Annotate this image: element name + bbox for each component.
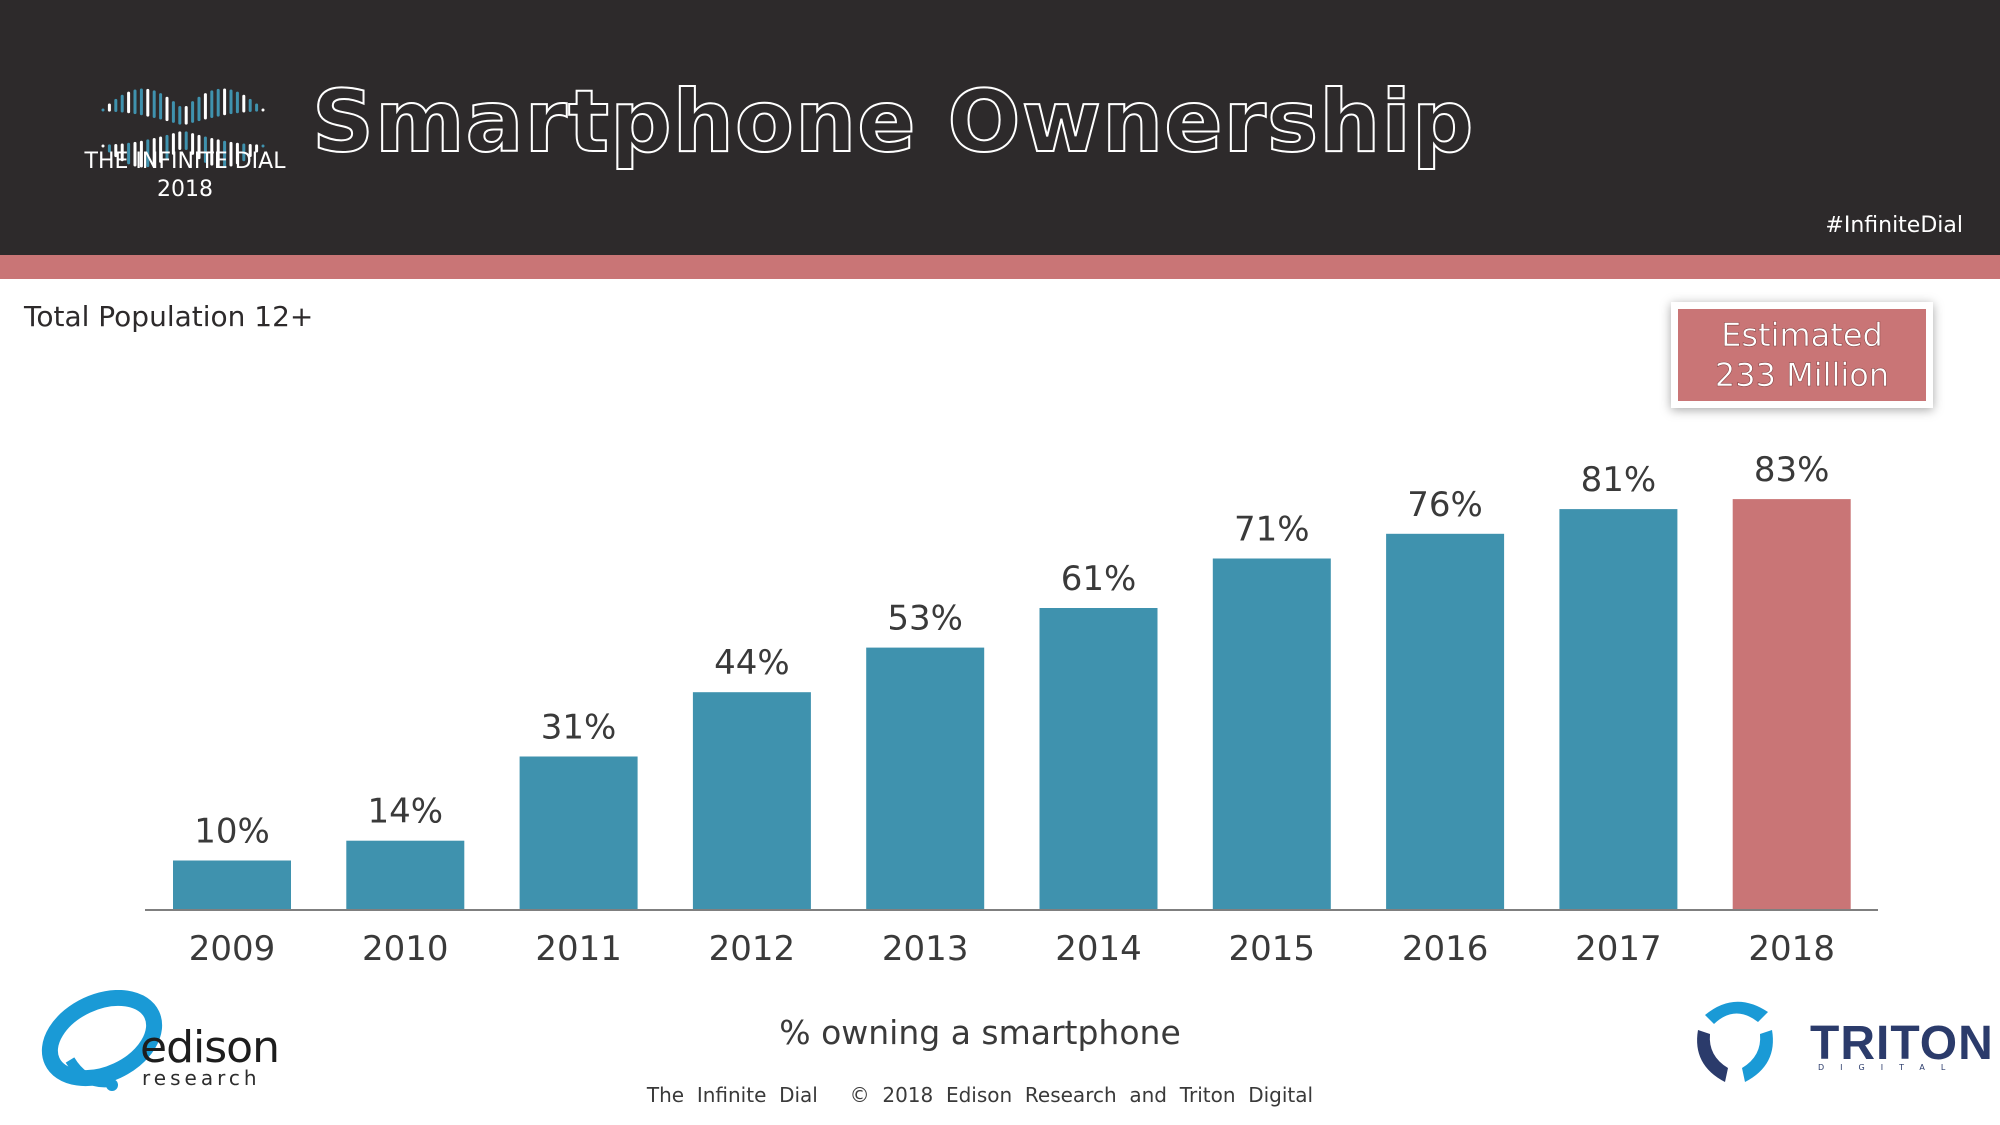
bar-2017 [1559,509,1678,910]
x-tick-label-2012: 2012 [709,929,796,969]
x-tick-label-2015: 2015 [1229,929,1316,969]
bar-value-label-2014: 61% [1061,559,1137,599]
page-title: Smartphone Ownership [311,71,1475,173]
bar-value-label-2012: 44% [714,643,790,683]
bar-value-label-2011: 31% [541,708,617,748]
edison-logo-sub: research [142,1066,261,1090]
bar-2010 [346,840,465,910]
bar-2011 [519,756,638,910]
logo-caption-title: THE INFINITE DIAL [84,149,286,174]
estimate-callout-line2: 233 Million [1714,356,1890,395]
edison-logo-word: edison [140,1022,280,1073]
triton-logo-icon [1697,1001,1773,1082]
estimate-callout: Estimated 233 Million [1671,302,1933,408]
bar-value-label-2016: 76% [1407,485,1483,525]
x-tick-label-2014: 2014 [1055,929,1142,969]
bar-value-label-2018: 83% [1754,450,1830,490]
edison-logo-icon [41,990,163,1091]
logo-caption: THE INFINITE DIAL 2018 [70,148,300,204]
triton-logo-sub: DIGITAL [1818,1063,1962,1072]
bar-2018 [1732,499,1851,910]
bar-value-label-2009: 10% [194,812,270,852]
x-axis-title: % owning a smartphone [779,1013,1181,1052]
x-tick-label-2016: 2016 [1402,929,1489,969]
x-tick-label-2018: 2018 [1748,929,1835,969]
estimate-callout-line1: Estimated [1721,316,1883,355]
bar-value-label-2015: 71% [1234,510,1310,550]
bar-2014 [1039,608,1158,910]
x-tick-label-2009: 2009 [189,929,276,969]
chart-subtitle: Total Population 12+ [24,300,314,333]
bar-value-label-2010: 14% [368,792,444,832]
bar-2013 [866,647,985,910]
x-tick-label-2017: 2017 [1575,929,1662,969]
logo-caption-year: 2018 [157,177,213,202]
bar-2016 [1386,533,1505,910]
bar-2012 [692,692,811,910]
x-tick-label-2013: 2013 [882,929,969,969]
bar-2009 [173,860,291,910]
header-bar [0,0,2000,255]
bar-value-label-2013: 53% [887,599,963,639]
hashtag: #InfiniteDial [1825,213,1963,238]
bar-2015 [1212,558,1331,910]
estimate-callout-box: Estimated 233 Million [1678,309,1926,401]
x-tick-label-2010: 2010 [362,929,449,969]
x-tick-label-2011: 2011 [535,929,622,969]
bar-value-label-2017: 81% [1581,460,1657,500]
footer-copyright: The Infinite Dial © 2018 Edison Research… [646,1083,1314,1107]
infinite-dial-logo-icon [101,88,265,168]
accent-stripe [0,255,2000,279]
triton-logo-word: TRITON [1810,1017,1994,1070]
